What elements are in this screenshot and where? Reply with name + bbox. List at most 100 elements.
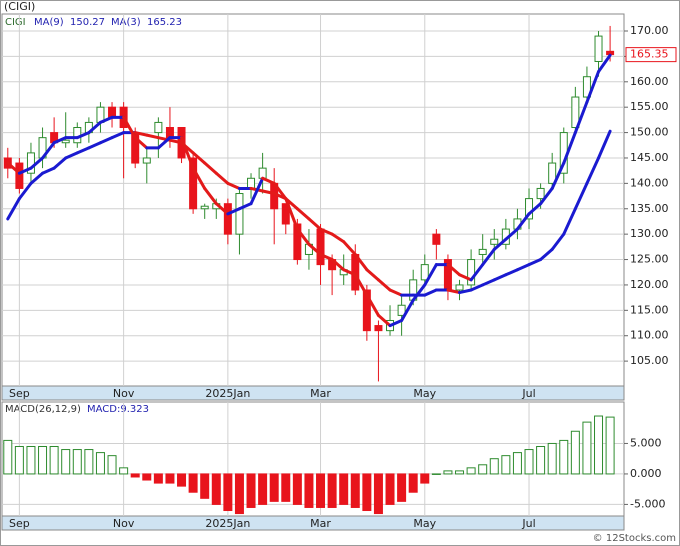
x-axis-band <box>1 515 625 531</box>
ma-line <box>29 171 45 185</box>
ma-line <box>504 268 519 277</box>
ma-line <box>284 197 299 231</box>
macd-bar <box>547 442 557 475</box>
ma-line <box>52 156 68 170</box>
candle-body <box>548 162 557 184</box>
ma-line <box>492 237 508 251</box>
macd-bar <box>107 455 117 475</box>
macd-bar <box>420 473 430 484</box>
ma-line <box>226 181 241 190</box>
macd-bar <box>524 449 534 475</box>
candle-body <box>397 304 406 316</box>
legend-label: MA(3) <box>111 17 141 28</box>
macd-bar <box>246 473 256 508</box>
macd-bar <box>373 473 383 515</box>
y-tick-label: 145.00 <box>630 151 669 164</box>
ma-line <box>330 232 346 244</box>
ma-line <box>585 70 601 104</box>
ma-line <box>249 176 265 206</box>
macd-bar <box>605 416 615 475</box>
ma-line <box>156 136 172 150</box>
macd-bar <box>119 467 129 475</box>
ma-line <box>110 131 126 140</box>
ma-line <box>122 115 137 140</box>
y-tick-label: 155.00 <box>630 100 669 113</box>
ma-line <box>365 268 380 282</box>
macd-bar <box>61 449 71 475</box>
macd-legend-value: MACD:9.323 <box>87 404 149 415</box>
y-tick-label: 140.00 <box>630 176 669 189</box>
macd-bar <box>142 473 152 481</box>
macd-bar <box>350 473 360 508</box>
candle-body <box>455 284 464 291</box>
y-tick-label: 125.00 <box>630 253 669 266</box>
ma-line <box>469 283 485 292</box>
candle-body <box>258 167 267 179</box>
ma-line <box>423 263 438 287</box>
macd-bar <box>165 473 175 484</box>
candle-body <box>154 121 163 134</box>
ma-line <box>168 138 184 145</box>
macd-bar <box>316 473 326 508</box>
candle-body <box>362 289 371 332</box>
last-price-box <box>625 47 677 63</box>
y-tick-label: 170.00 <box>630 24 669 37</box>
candle-body <box>420 264 429 281</box>
macd-bar <box>292 473 302 505</box>
ma-line <box>214 171 230 185</box>
x-axis-band <box>1 385 625 401</box>
legend-label: MA(9) <box>34 17 64 28</box>
ma-line <box>365 293 380 317</box>
candle-body <box>281 203 290 225</box>
ma-line <box>342 240 357 256</box>
ma-line <box>17 181 33 201</box>
candle-body <box>316 228 325 266</box>
ma-line <box>180 136 195 170</box>
x-tick-label: 2025Jan <box>205 387 250 400</box>
macd-bar <box>570 430 580 475</box>
ma-line <box>272 181 288 201</box>
ma-line <box>261 189 276 196</box>
ma-line <box>52 136 68 145</box>
macd-bar <box>130 473 140 478</box>
candle-body <box>200 205 209 210</box>
ma-line <box>98 115 114 124</box>
x-tick-label: Jul <box>521 387 535 400</box>
macd-bar <box>72 449 82 475</box>
y-tick-label: 0.000 <box>630 467 662 480</box>
ma-line <box>458 288 473 295</box>
ma-line <box>388 288 404 297</box>
ma-line <box>388 318 404 328</box>
candle-body <box>142 157 151 164</box>
ma-line <box>423 288 438 297</box>
macd-bar <box>478 464 488 475</box>
ma-line <box>87 120 102 135</box>
candle-body <box>525 198 534 220</box>
ma-line <box>6 197 21 221</box>
candle-body <box>165 127 174 139</box>
ma-line <box>319 252 334 262</box>
x-tick-label: Sep <box>9 517 30 530</box>
candle-body <box>189 157 198 210</box>
macd-bar <box>489 458 499 475</box>
y-tick-label: 5.000 <box>630 436 662 449</box>
macd-bar <box>95 452 105 475</box>
macd-bar <box>188 473 198 493</box>
candle-body <box>490 238 499 245</box>
ma-line <box>203 161 218 175</box>
ma-line <box>597 129 612 160</box>
candle-body <box>235 193 244 235</box>
macd-bar <box>501 455 511 475</box>
macd-bar <box>49 446 59 475</box>
ma-line <box>307 217 323 231</box>
candle-body <box>594 35 603 62</box>
macd-bar <box>431 473 441 475</box>
y-tick-label: 135.00 <box>630 202 669 215</box>
macd-bar <box>512 452 522 475</box>
y-tick-label: 110.00 <box>630 329 669 342</box>
ma-line <box>75 131 91 140</box>
ma-line <box>527 258 543 267</box>
macd-bar <box>559 439 569 475</box>
y-tick-label: 120.00 <box>630 278 669 291</box>
ma-line <box>226 207 241 216</box>
